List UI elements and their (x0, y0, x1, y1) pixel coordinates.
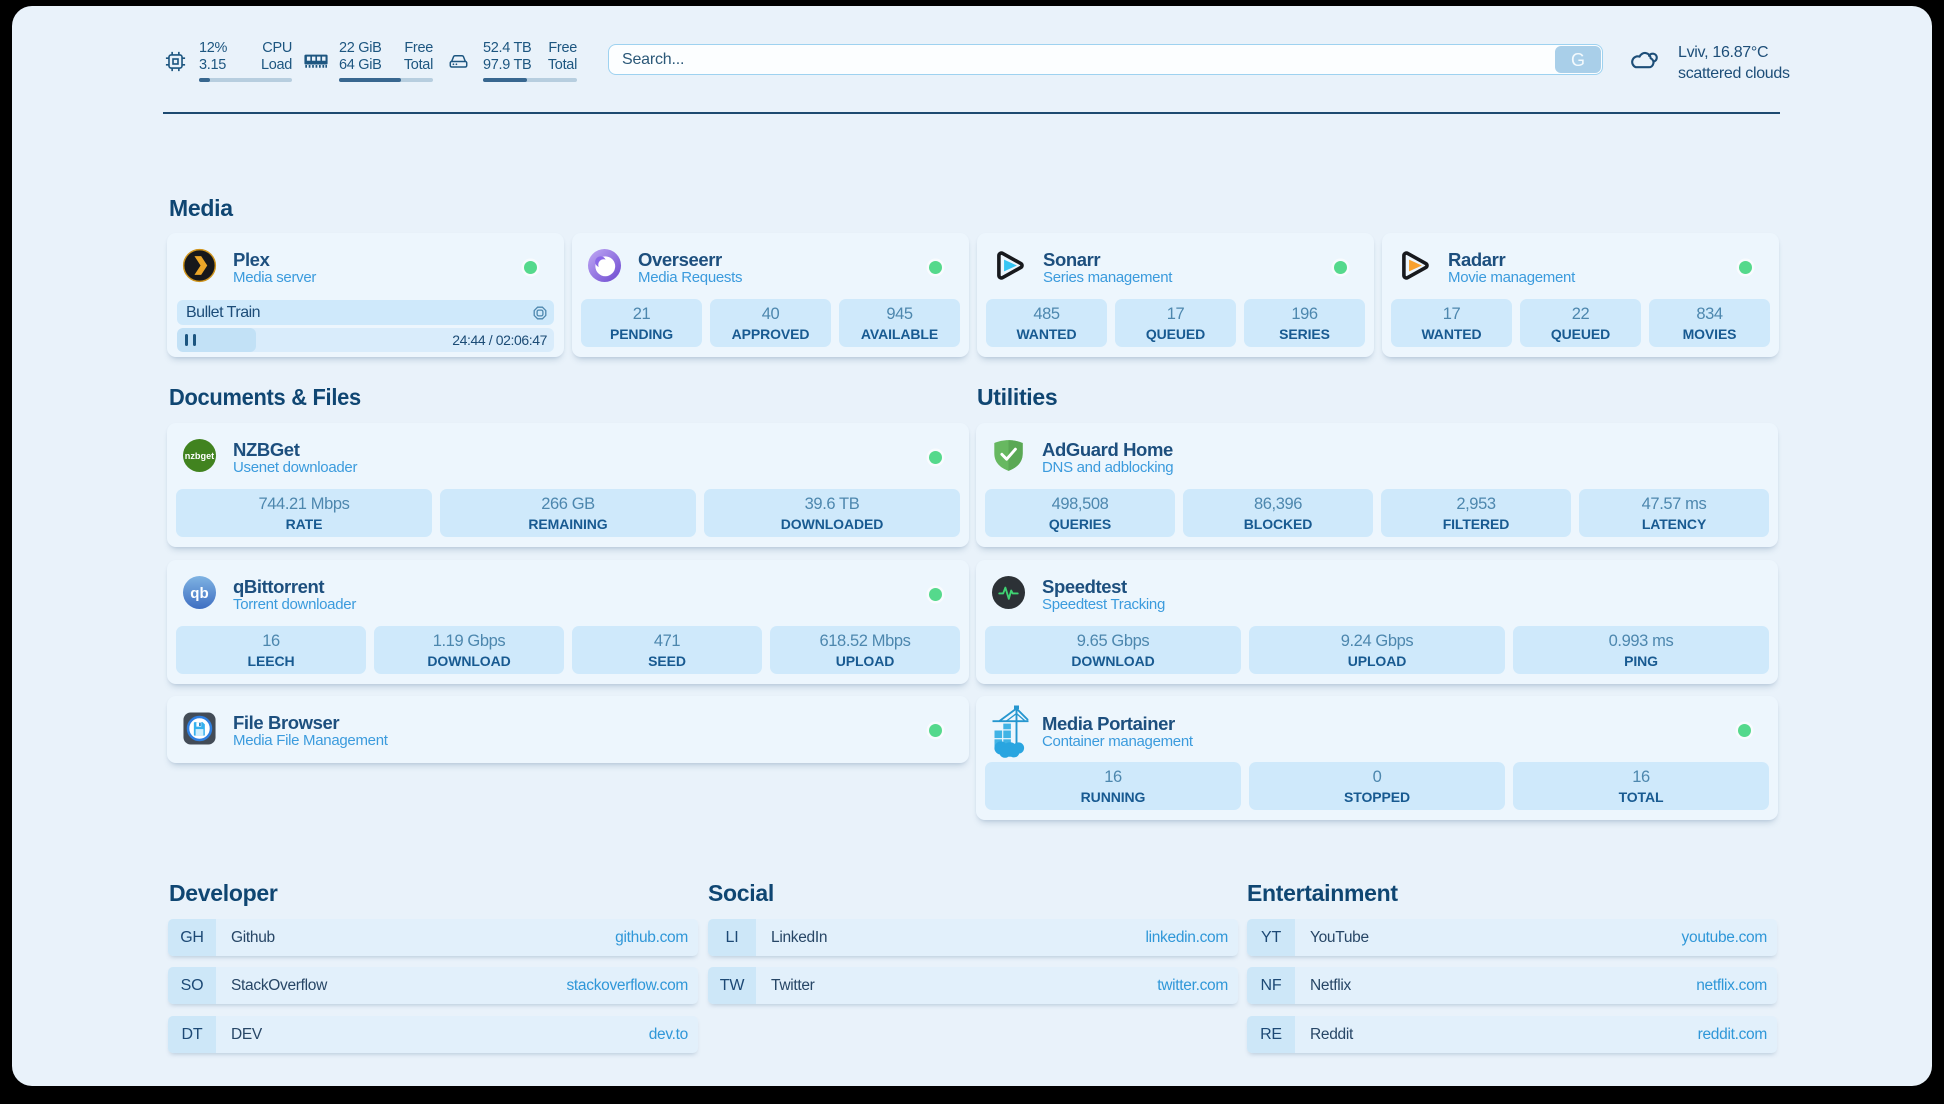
svg-text:qb: qb (190, 585, 208, 602)
svg-text:nzbget: nzbget (185, 451, 214, 461)
